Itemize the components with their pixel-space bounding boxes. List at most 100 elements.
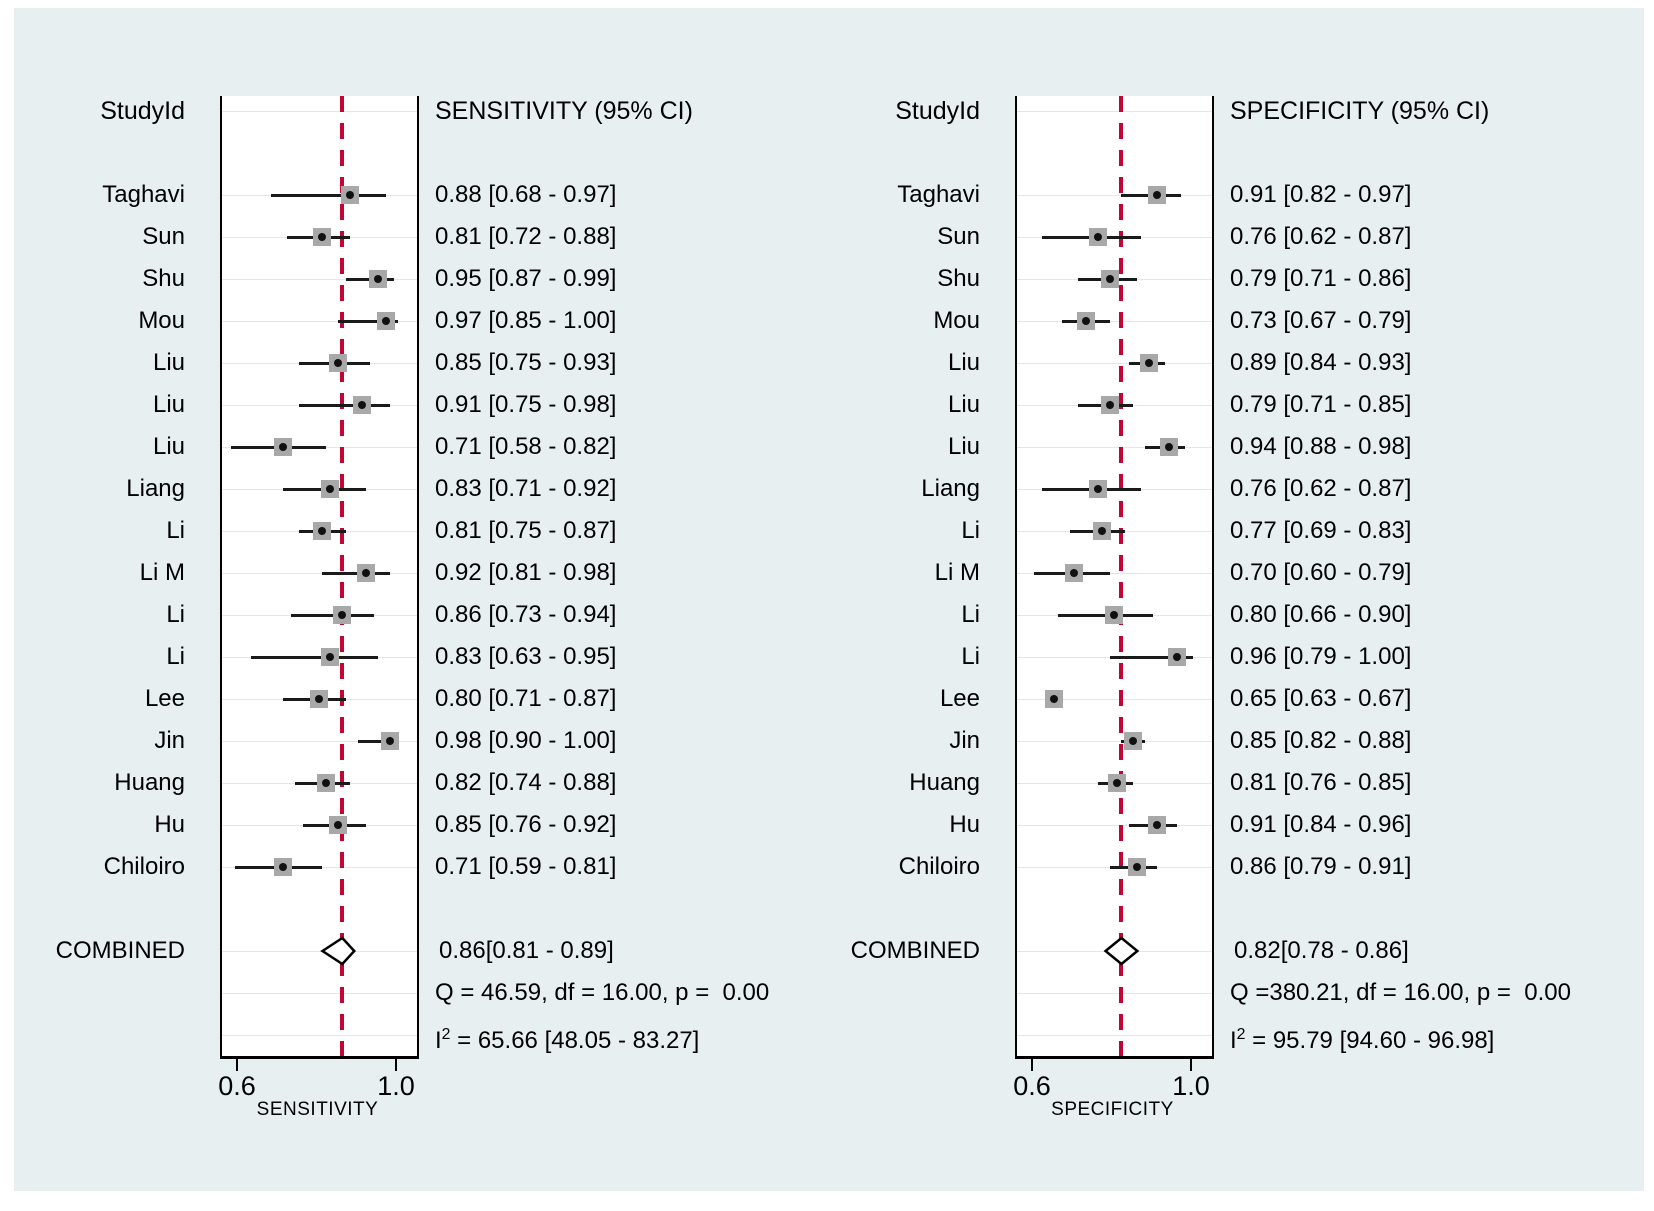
effect-text: 0.97 [0.85 - 1.00] (435, 307, 617, 334)
combined-label: COMBINED (850, 937, 980, 964)
point-estimate-dot (1145, 359, 1154, 367)
effect-text: 0.76 [0.62 - 0.87] (1230, 223, 1412, 250)
point-estimate-dot (334, 821, 343, 829)
effect-text: 0.91 [0.84 - 0.96] (1230, 811, 1412, 838)
gridline (1017, 825, 1212, 826)
gridline (1017, 1035, 1212, 1036)
study-row-label: Jin (949, 727, 980, 754)
gridline (1017, 447, 1212, 448)
effect-text: 0.71 [0.59 - 0.81] (435, 853, 617, 880)
effect-text: 0.81 [0.76 - 0.85] (1230, 769, 1412, 796)
study-row-label: Li (166, 601, 185, 628)
study-column-header: StudyId (895, 97, 980, 125)
combined-effect-text: 0.82[0.78 - 0.86] (1234, 937, 1409, 964)
point-estimate-dot (318, 527, 327, 535)
effect-text: 0.79 [0.71 - 0.86] (1230, 265, 1412, 292)
gridline (222, 573, 417, 574)
point-estimate-dot (334, 359, 343, 367)
study-row-label: Huang (909, 769, 980, 796)
gridline (222, 993, 417, 994)
combined-diamond (1103, 936, 1140, 966)
effect-text: 0.73 [0.67 - 0.79] (1230, 307, 1412, 334)
effect-text: 0.92 [0.81 - 0.98] (435, 559, 617, 586)
gridline (1017, 111, 1212, 112)
gridline (1017, 993, 1212, 994)
point-estimate-dot (278, 863, 287, 871)
study-row-label: Li M (934, 559, 980, 586)
study-row-label: Chiloiro (103, 853, 185, 880)
axis-tick-label: 0.6 (218, 1071, 256, 1101)
effect-text: 0.91 [0.82 - 0.97] (1230, 181, 1412, 208)
study-row-label: Li (961, 517, 980, 544)
effect-text: 0.95 [0.87 - 0.99] (435, 265, 617, 292)
point-estimate-dot (1049, 695, 1058, 703)
point-estimate-dot (1165, 443, 1174, 451)
study-row-label: Li (166, 517, 185, 544)
study-row-label: Mou (138, 307, 185, 334)
point-estimate-dot (1153, 191, 1162, 199)
effect-text: 0.94 [0.88 - 0.98] (1230, 433, 1412, 460)
point-estimate-dot (1153, 821, 1162, 829)
point-estimate-dot (358, 401, 367, 409)
axis-tick (1190, 1059, 1192, 1071)
point-estimate-dot (1173, 653, 1182, 661)
combined-ref-line (340, 96, 345, 1056)
effect-text: 0.85 [0.76 - 0.92] (435, 811, 617, 838)
heterogeneity-q-text: Q = 46.59, df = 16.00, p = 0.00 (435, 979, 770, 1006)
ci-bar (1109, 656, 1193, 659)
study-row-label: Li (961, 601, 980, 628)
effect-text: 0.85 [0.75 - 0.93] (435, 349, 617, 376)
study-row-label: Huang (114, 769, 185, 796)
point-estimate-dot (1081, 317, 1090, 325)
combined-label: COMBINED (55, 937, 185, 964)
axis-title: SENSITIVITY (256, 1099, 379, 1120)
i-squared-text: I2 = 95.79 [94.60 - 96.98] (1230, 1026, 1495, 1054)
gridline (1017, 951, 1212, 952)
effect-text: 0.71 [0.58 - 0.82] (435, 433, 617, 460)
axis-tick-label: 0.6 (1013, 1071, 1051, 1101)
ci-bar (270, 194, 387, 197)
gridline (1017, 195, 1212, 196)
point-estimate-dot (1069, 569, 1078, 577)
study-row-label: Lee (144, 685, 185, 712)
gridline (1017, 699, 1212, 700)
study-row-label: Liang (126, 475, 185, 502)
heterogeneity-q-text: Q =380.21, df = 16.00, p = 0.00 (1230, 979, 1571, 1006)
point-estimate-dot (326, 485, 335, 493)
effect-text: 0.83 [0.71 - 0.92] (435, 475, 617, 502)
effect-text: 0.65 [0.63 - 0.67] (1230, 685, 1412, 712)
point-estimate-dot (1133, 863, 1142, 871)
ci-bar (322, 572, 391, 575)
point-estimate-dot (1097, 527, 1106, 535)
effect-text: 0.76 [0.62 - 0.87] (1230, 475, 1412, 502)
study-row-label: Liu (152, 391, 185, 418)
gridline (1017, 741, 1212, 742)
point-estimate-dot (362, 569, 371, 577)
point-estimate-dot (386, 737, 395, 745)
gridline (222, 951, 417, 952)
gridline (1017, 363, 1212, 364)
effect-text: 0.86 [0.73 - 0.94] (435, 601, 617, 628)
study-row-label: Taghavi (897, 181, 980, 208)
study-row-label: Li (961, 643, 980, 670)
point-estimate-dot (1105, 275, 1114, 283)
effect-text: 0.85 [0.82 - 0.88] (1230, 727, 1412, 754)
point-estimate-dot (1093, 485, 1102, 493)
gridline (222, 741, 417, 742)
effect-text: 0.80 [0.71 - 0.87] (435, 685, 617, 712)
point-estimate-dot (1109, 611, 1118, 619)
gridline (222, 321, 417, 322)
axis-tick (236, 1059, 238, 1071)
study-row-label: Liu (152, 433, 185, 460)
study-row-label: Taghavi (102, 181, 185, 208)
specificity-panel: StudyId SPECIFICITY (95% CI) Taghavi 0.91 [… (825, 8, 1625, 1211)
ci-bar (358, 740, 398, 743)
study-row-label: Liang (921, 475, 980, 502)
gridline (222, 111, 417, 112)
study-row-label: Chiloiro (898, 853, 980, 880)
point-estimate-dot (374, 275, 383, 283)
study-row-label: Liu (947, 391, 980, 418)
effect-text: 0.83 [0.63 - 0.95] (435, 643, 617, 670)
point-estimate-dot (1113, 779, 1122, 787)
forest-plot-figure: StudyId SENSITIVITY (95% CI) Taghavi 0.88 [… (14, 8, 1644, 1191)
